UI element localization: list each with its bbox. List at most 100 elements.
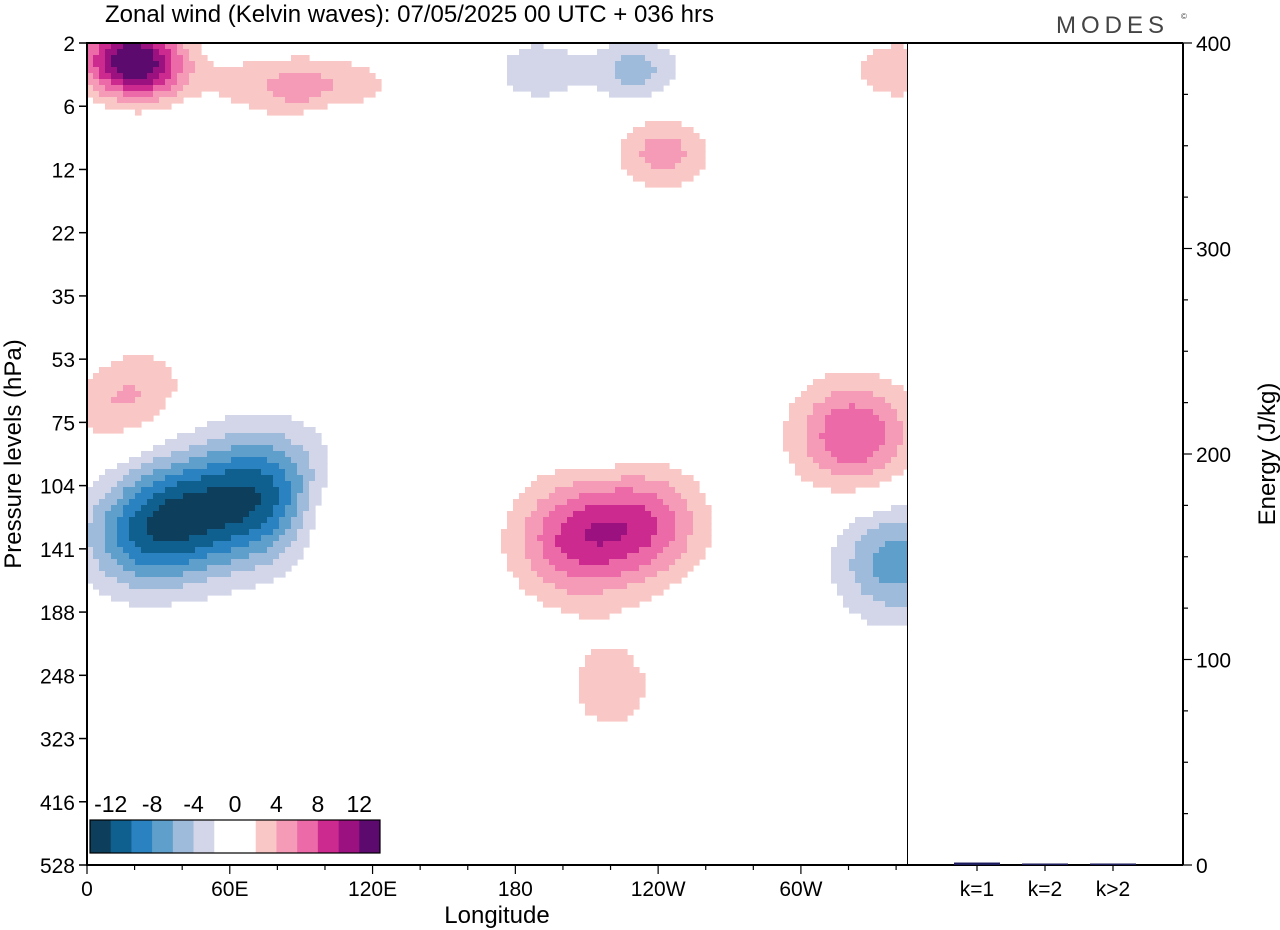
wind-cell: [885, 463, 908, 470]
wind-cell: [183, 55, 190, 62]
wind-cell: [531, 559, 550, 566]
wind-cell: [615, 67, 658, 74]
wind-cell: [87, 73, 94, 80]
wind-cell: [807, 433, 820, 440]
wind-cell: [621, 151, 640, 158]
wind-cell: [285, 505, 298, 512]
wind-cell: [207, 577, 274, 584]
wind-cell: [207, 421, 304, 428]
wind-cell: [855, 541, 886, 548]
wind-cell: [831, 391, 874, 398]
wind-cell: [831, 487, 856, 494]
wind-cell: [87, 67, 100, 74]
wind-cell: [159, 97, 184, 104]
wind-cell: [135, 511, 154, 518]
wind-cell: [105, 529, 118, 536]
wind-cell: [165, 487, 208, 494]
wind-cell: [585, 505, 646, 512]
colorbar-swatch: [193, 820, 215, 853]
wind-cell: [291, 481, 304, 488]
wind-cell: [129, 523, 148, 530]
wind-cell: [873, 553, 908, 560]
wind-cell: [105, 571, 136, 578]
wind-cell: [141, 391, 172, 398]
wind-cell: [87, 541, 106, 548]
wind-cell: [93, 73, 100, 80]
wind-cell: [621, 139, 646, 146]
colorbar-label: 0: [229, 791, 242, 817]
wind-cell: [87, 493, 106, 500]
wind-cell: [117, 481, 136, 488]
wind-cell: [873, 409, 898, 416]
wind-cell: [129, 553, 208, 560]
wind-cell: [243, 517, 268, 524]
wind-cell: [531, 481, 574, 488]
wind-cell: [87, 529, 106, 536]
wind-cell: [255, 565, 292, 572]
wind-cell: [675, 529, 694, 536]
pressure-tick-label: 104: [40, 476, 75, 499]
wind-cell: [99, 367, 172, 374]
wind-cell: [783, 439, 808, 446]
wind-cell: [87, 523, 106, 530]
wind-cell: [93, 55, 106, 62]
wind-cell: [507, 565, 532, 572]
wind-cell: [165, 439, 208, 446]
wind-cell: [285, 451, 310, 458]
wind-cell: [279, 523, 292, 530]
wind-cell: [687, 505, 712, 512]
pressure-tick-label: 22: [52, 223, 75, 246]
wind-cell: [273, 91, 322, 98]
wind-cell: [129, 499, 148, 506]
wind-cell: [543, 529, 562, 536]
wind-cell: [579, 685, 646, 692]
wind-cell: [555, 541, 598, 548]
wind-cell: [87, 43, 100, 50]
wind-cell: [519, 583, 556, 590]
wind-cell: [87, 385, 124, 392]
wind-cell: [825, 439, 886, 446]
wind-cell: [111, 595, 208, 602]
wind-cell: [813, 379, 892, 386]
wind-cell: [621, 535, 652, 542]
wind-cell: [645, 157, 682, 164]
wind-cell: [135, 541, 214, 548]
wind-cell: [87, 397, 112, 404]
wind-cell: [153, 457, 190, 464]
wind-cell: [87, 499, 100, 506]
wind-cell: [285, 547, 304, 554]
wind-cell: [207, 463, 280, 470]
wind-cell: [855, 403, 892, 410]
wind-cell: [153, 43, 166, 50]
longitude-tick-label: 120W: [631, 878, 686, 901]
wind-cell: [525, 529, 544, 536]
wind-cell: [633, 175, 694, 182]
wind-cell: [855, 517, 908, 524]
wind-cell: [105, 67, 118, 74]
wind-cell: [153, 535, 190, 542]
wind-cell: [903, 421, 908, 428]
wind-cell: [321, 91, 376, 98]
wind-cell: [855, 571, 874, 578]
wind-cell: [303, 445, 328, 452]
wind-cell: [285, 97, 310, 104]
wind-cell: [111, 55, 154, 62]
wind-cell: [291, 55, 310, 62]
wind-cell: [195, 547, 232, 554]
wind-cell: [171, 55, 184, 62]
wind-cell: [675, 511, 694, 518]
wind-cell: [645, 145, 682, 152]
wind-cell: [279, 487, 292, 494]
wind-cell: [885, 439, 904, 446]
wind-cell: [105, 469, 130, 476]
wind-cell: [129, 529, 148, 536]
wind-cell: [825, 445, 880, 452]
wind-cell: [657, 517, 676, 524]
wind-cell: [171, 61, 184, 68]
wind-cell: [141, 451, 172, 458]
colorbar-swatch: [90, 820, 112, 853]
wind-cell: [507, 55, 622, 62]
colorbar-swatch: [359, 820, 381, 853]
wind-cell: [123, 91, 154, 98]
wind-cell: [693, 523, 712, 530]
